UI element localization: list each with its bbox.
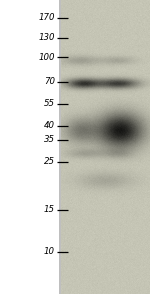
Text: 25: 25 [44, 158, 55, 166]
Text: 15: 15 [44, 206, 55, 215]
Text: 10: 10 [44, 248, 55, 256]
Text: 70: 70 [44, 78, 55, 86]
Text: 100: 100 [39, 53, 55, 61]
Text: 55: 55 [44, 99, 55, 108]
Text: 130: 130 [39, 34, 55, 43]
Text: 35: 35 [44, 136, 55, 144]
Text: 170: 170 [39, 14, 55, 23]
Text: 40: 40 [44, 121, 55, 131]
